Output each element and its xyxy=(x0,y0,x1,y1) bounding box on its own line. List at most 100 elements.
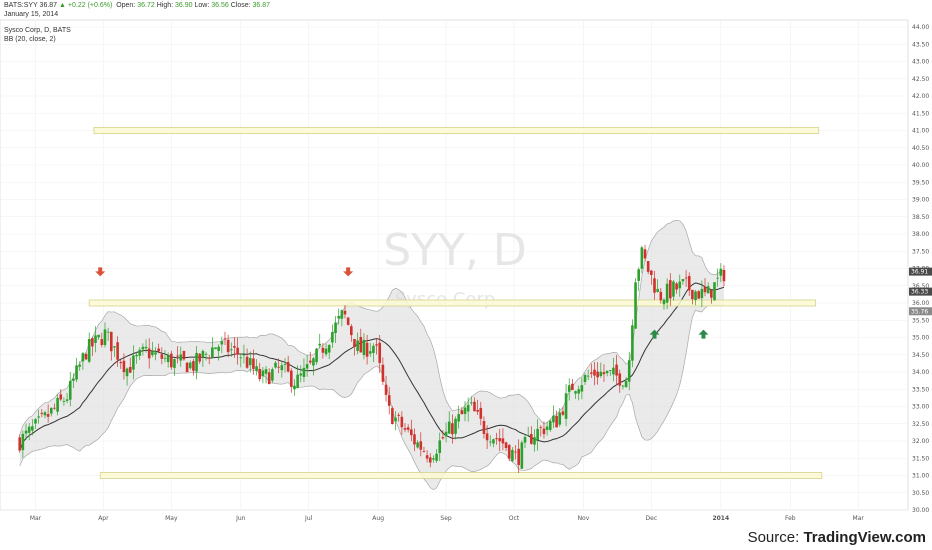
band-fill xyxy=(19,220,724,490)
candle-body xyxy=(447,421,451,434)
candle-body xyxy=(84,353,88,360)
candle-body xyxy=(296,374,299,388)
y-tick-label: 44.00 xyxy=(912,24,929,31)
candle-body xyxy=(324,348,328,355)
candle-body xyxy=(91,338,94,347)
candle-body xyxy=(226,339,230,353)
candle-body xyxy=(255,366,258,371)
candle-body xyxy=(438,440,442,454)
candle-body xyxy=(706,286,710,294)
upper-band xyxy=(19,219,725,436)
candle-body xyxy=(605,370,609,374)
candle-body xyxy=(583,375,587,382)
candle-body xyxy=(428,457,432,463)
candle-body xyxy=(365,342,369,357)
candle-body xyxy=(590,372,593,374)
candle-body xyxy=(331,332,334,343)
source-credit: Source: TradingView.com xyxy=(748,529,926,546)
candle-body xyxy=(359,336,363,353)
low-value: 36.56 xyxy=(211,2,229,9)
candle-body xyxy=(217,346,220,351)
lower-band xyxy=(19,303,725,491)
candle-body xyxy=(18,437,22,451)
y-tick-label: 35.00 xyxy=(912,335,929,342)
candle-body xyxy=(552,415,555,423)
candle-body xyxy=(463,407,467,415)
indicator-legend: BB (20, close, 2) xyxy=(4,36,56,43)
candle-body xyxy=(144,346,148,349)
support-resistance-zone xyxy=(93,127,820,134)
axes: 30.00 30.50 31.00 31.50 32.00 32.50 33.00 33.50… xyxy=(30,24,932,522)
candle-body xyxy=(495,438,498,440)
price-label-box xyxy=(909,307,932,316)
candle-body xyxy=(340,310,344,319)
y-tick-label: 35.50 xyxy=(912,317,929,324)
signal-arrows xyxy=(95,267,709,339)
candle-body xyxy=(460,410,464,415)
candle-body xyxy=(545,426,549,430)
candle-body xyxy=(125,368,129,377)
candle-body xyxy=(258,368,262,380)
candle-body xyxy=(710,289,713,298)
candle-body xyxy=(520,442,524,469)
y-tick-label: 40.00 xyxy=(912,162,929,169)
candle-body xyxy=(170,353,173,368)
x-tick-label: Apr xyxy=(98,515,109,522)
candle-body xyxy=(277,366,280,368)
candle-body xyxy=(141,346,145,350)
candle-body xyxy=(362,339,366,356)
y-tick-label: 41.50 xyxy=(912,110,929,117)
candle-body xyxy=(454,418,457,434)
candle-body xyxy=(713,282,716,301)
candle-body xyxy=(368,351,372,354)
source-brand[interactable]: TradingView.com xyxy=(803,529,926,546)
candle-body xyxy=(94,335,97,343)
candle-body xyxy=(138,349,142,356)
arrow-up-icon xyxy=(698,329,709,339)
x-tick-label: Aug xyxy=(372,515,384,522)
candle-body xyxy=(416,442,419,448)
candle-body xyxy=(75,365,78,380)
x-tick-label: Jun xyxy=(235,515,246,522)
y-tick-label: 32.00 xyxy=(912,438,929,445)
candle-body xyxy=(488,441,492,443)
last-price: 36.87 xyxy=(39,2,58,9)
candle-body xyxy=(176,355,179,357)
candle-body xyxy=(119,362,123,364)
candle-body xyxy=(302,367,306,377)
price-label: 36.91 xyxy=(911,269,928,276)
arrow-up-icon xyxy=(649,329,660,339)
candle-body xyxy=(233,346,236,348)
candle-body xyxy=(372,345,375,353)
candle-body xyxy=(441,437,445,439)
candle-body xyxy=(675,283,678,290)
candle-body xyxy=(81,353,85,362)
candle-body xyxy=(561,411,565,415)
y-tick-label: 43.50 xyxy=(912,41,929,48)
candle-body xyxy=(482,420,486,434)
candle-body xyxy=(691,289,694,300)
close-value: 36.87 xyxy=(252,2,271,9)
candle-body xyxy=(400,416,404,428)
close-label: Close: xyxy=(230,2,251,9)
candle-body xyxy=(128,366,132,373)
candle-body xyxy=(62,401,66,402)
candle-body xyxy=(27,426,31,433)
candle-body xyxy=(207,357,211,359)
candle-body xyxy=(451,423,454,435)
candle-body xyxy=(668,280,672,299)
y-tick-label: 30.50 xyxy=(912,490,929,497)
candle-body xyxy=(694,291,697,301)
candle-body xyxy=(687,276,691,291)
candle-body xyxy=(381,364,385,382)
candle-body xyxy=(166,355,170,362)
candle-body xyxy=(293,385,296,390)
candle-body xyxy=(343,310,347,315)
candle-body xyxy=(646,261,650,272)
source-prefix: Source: xyxy=(747,529,804,546)
candle-body xyxy=(391,408,394,425)
y-tick-label: 33.00 xyxy=(912,404,929,411)
candle-body xyxy=(498,438,502,442)
candle-body xyxy=(147,348,151,359)
